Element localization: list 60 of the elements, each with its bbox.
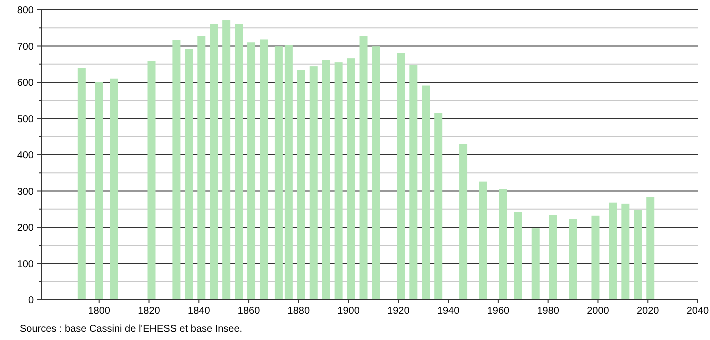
x-tick-label: 1860: [238, 306, 261, 317]
x-tick-label: 2020: [636, 306, 660, 317]
bar: [460, 144, 468, 300]
x-tick-label: 1980: [537, 306, 560, 317]
bar: [284, 45, 293, 300]
bar: [148, 61, 156, 300]
x-tick-label: 1840: [188, 306, 211, 317]
bar: [274, 46, 283, 300]
bar: [95, 82, 104, 300]
bar: [322, 60, 330, 300]
x-tick-label: 1920: [388, 306, 410, 317]
y-tick-label: 700: [17, 42, 34, 53]
y-tick-label: 800: [17, 6, 34, 16]
bar: [499, 189, 508, 300]
bar: [210, 24, 218, 300]
y-tick-label: 600: [17, 78, 34, 89]
bar: [78, 68, 86, 300]
bar: [609, 202, 618, 300]
y-tick-label: 400: [17, 150, 34, 162]
x-tick-label: 2040: [686, 306, 710, 317]
bar: [260, 40, 268, 300]
bar: [110, 78, 118, 300]
y-tick-label: 200: [17, 223, 34, 234]
bar: [410, 65, 418, 300]
y-tick-label: 500: [17, 114, 34, 126]
bar: [422, 86, 430, 300]
bar: [397, 53, 406, 300]
bar: [172, 40, 181, 300]
bar: [634, 210, 642, 300]
y-tick-label: 100: [17, 259, 34, 270]
x-tick-label: 2000: [587, 306, 610, 317]
bar: [532, 228, 540, 300]
bar: [622, 204, 630, 300]
bar: [569, 219, 578, 300]
bar: [479, 182, 488, 300]
bar: [297, 70, 306, 300]
bar: [334, 62, 343, 300]
y-tick-label: 300: [17, 186, 34, 198]
source-note: Sources : base Cassini de l'EHESS et base Insee.: [20, 324, 243, 335]
bar: [235, 24, 244, 300]
y-tick-label: 0: [28, 296, 34, 306]
x-tick-label: 1960: [487, 306, 510, 317]
bar: [514, 212, 522, 300]
bar: [185, 49, 194, 300]
bar: [646, 197, 655, 300]
bar: [592, 216, 600, 300]
bar: [248, 42, 256, 300]
bar: [372, 46, 380, 300]
bar: [198, 36, 206, 300]
bar: [360, 36, 368, 300]
bar: [347, 58, 356, 300]
x-tick-label: 1820: [138, 306, 161, 317]
x-tick-label: 1880: [288, 306, 310, 317]
bar: [549, 215, 558, 300]
x-tick-label: 1900: [338, 306, 360, 317]
bar: [222, 20, 231, 300]
x-tick-label: 1800: [88, 306, 111, 317]
bar: [310, 66, 318, 300]
bar: [434, 113, 443, 300]
x-tick-label: 1940: [437, 306, 460, 317]
